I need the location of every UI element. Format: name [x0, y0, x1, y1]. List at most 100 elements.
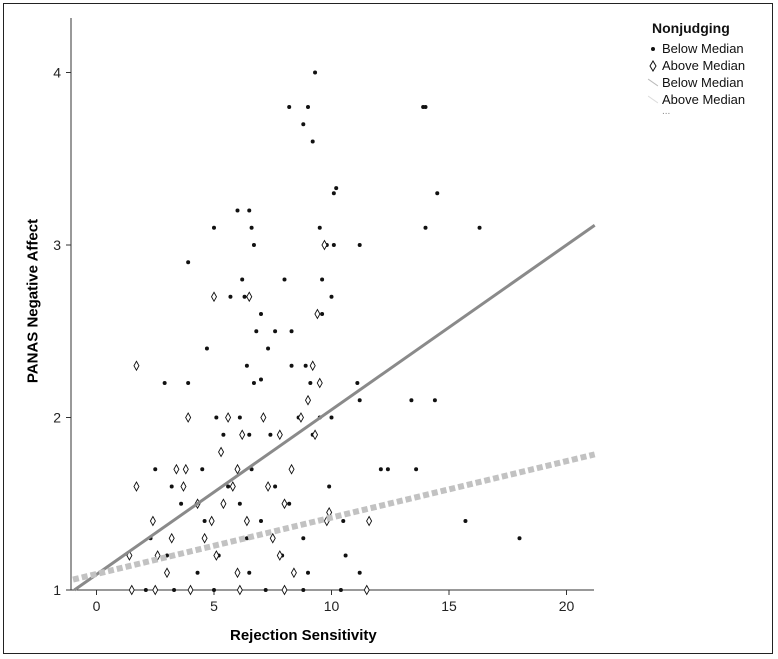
legend-title: Nonjudging — [652, 20, 730, 36]
legend-ellipsis: ... — [662, 106, 671, 117]
point-below-median — [357, 398, 362, 403]
point-above-median — [180, 481, 187, 492]
point-below-median — [200, 467, 205, 472]
data-points — [126, 70, 522, 596]
point-below-median — [432, 398, 437, 403]
point-below-median — [226, 484, 231, 489]
point-below-median — [357, 243, 362, 247]
point-below-median — [186, 260, 191, 265]
point-above-median — [297, 412, 304, 423]
fit-line-above-median — [72, 451, 596, 583]
point-below-median — [409, 398, 414, 403]
point-below-median — [327, 484, 332, 489]
point-below-median — [202, 519, 207, 523]
y-axis-ticks: 1 2 3 4 — [53, 65, 71, 598]
point-above-median — [309, 360, 316, 372]
point-below-median — [331, 191, 336, 196]
point-above-median — [133, 360, 140, 372]
point-below-median — [289, 329, 294, 334]
point-below-median — [310, 139, 315, 144]
point-above-median — [133, 481, 140, 492]
point-above-median — [213, 550, 220, 561]
point-above-median — [281, 498, 288, 510]
point-below-median — [306, 105, 310, 109]
legend-item-below-median-points: Below Median — [646, 40, 774, 57]
point-above-median — [288, 463, 295, 475]
point-below-median — [242, 294, 247, 299]
point-below-median — [435, 191, 440, 196]
point-above-median — [363, 584, 370, 596]
legend-item-below-median-fit: Below Median — [646, 74, 774, 91]
point-below-median — [329, 415, 334, 420]
point-below-median — [306, 570, 310, 575]
point-above-median — [281, 584, 288, 596]
point-below-median — [153, 467, 158, 472]
point-above-median — [276, 429, 283, 441]
point-below-median — [204, 346, 209, 351]
point-above-median — [163, 567, 171, 579]
x-tick-label: 15 — [441, 598, 457, 614]
point-above-median — [321, 239, 328, 251]
point-below-median — [162, 381, 167, 385]
x-axis-ticks: 0 5 10 15 20 — [93, 590, 575, 614]
point-above-median — [260, 412, 267, 423]
point-below-median — [249, 225, 254, 230]
point-below-median — [357, 570, 362, 575]
point-below-median — [355, 381, 360, 385]
point-below-median — [212, 588, 216, 592]
point-below-median — [143, 588, 148, 592]
point-above-median — [246, 291, 253, 303]
point-above-median — [316, 377, 323, 389]
point-below-median — [247, 432, 252, 437]
point-above-median — [220, 498, 227, 510]
point-below-median — [423, 225, 428, 230]
y-tick-label: 1 — [53, 582, 61, 598]
point-below-median — [247, 208, 252, 213]
y-tick-label: 3 — [53, 237, 61, 253]
point-below-median — [266, 346, 271, 351]
point-above-median — [168, 532, 175, 544]
x-tick-label: 20 — [559, 598, 575, 614]
point-above-median — [185, 412, 192, 423]
point-above-median — [173, 463, 180, 475]
point-above-median — [234, 567, 241, 579]
point-above-median — [210, 291, 218, 303]
point-below-median — [237, 415, 242, 420]
point-below-median — [273, 484, 278, 489]
point-above-median — [304, 394, 312, 406]
x-tick-label: 10 — [324, 598, 340, 614]
point-below-median — [303, 363, 308, 368]
legend-label: Above Median — [662, 58, 746, 73]
line-marker-icon — [646, 78, 660, 87]
point-below-median — [385, 467, 390, 472]
point-above-median — [208, 515, 215, 527]
point-below-median — [343, 553, 348, 558]
point-below-median — [378, 467, 383, 472]
point-above-median — [239, 429, 246, 441]
legend-label: Below Median — [662, 75, 744, 90]
point-below-median — [331, 243, 336, 247]
point-below-median — [338, 588, 343, 592]
point-below-median — [169, 484, 174, 489]
point-above-median — [290, 567, 297, 579]
point-below-median — [259, 377, 263, 382]
point-below-median — [517, 536, 522, 541]
point-below-median — [273, 329, 278, 334]
legend-label: Above Median — [662, 92, 746, 107]
point-below-median — [254, 329, 259, 334]
point-below-median — [235, 208, 240, 213]
fit-line-below-median — [73, 224, 596, 592]
point-above-median — [201, 532, 208, 544]
point-above-median — [187, 584, 194, 596]
point-below-median — [186, 381, 191, 385]
point-below-median — [308, 381, 313, 385]
point-below-median — [301, 588, 306, 592]
point-below-median — [463, 519, 468, 523]
y-axis-label: PANAS Negative Affect — [24, 218, 42, 384]
point-above-median — [243, 515, 250, 527]
legend: Nonjudging Below Median Above Median Bel… — [646, 20, 774, 117]
legend-item-above-median-fit: Above Median — [646, 91, 774, 108]
point-below-median — [259, 519, 263, 523]
point-below-median — [251, 381, 256, 385]
point-below-median — [287, 501, 292, 506]
